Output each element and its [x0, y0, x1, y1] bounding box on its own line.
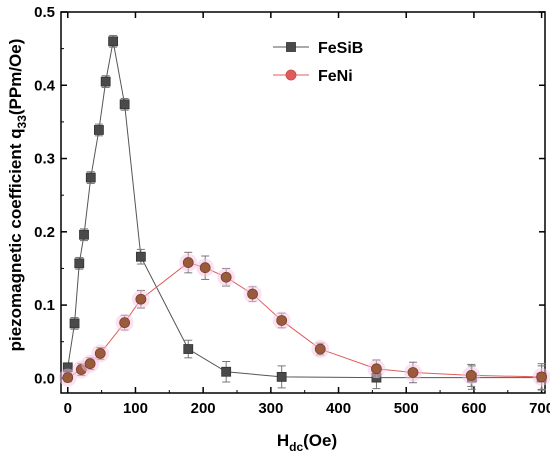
legend-marker	[286, 42, 296, 52]
y-tick-label: 0.5	[34, 4, 55, 21]
data-point	[84, 358, 96, 370]
data-point	[74, 258, 85, 269]
data-point	[182, 257, 194, 268]
data-point	[94, 348, 106, 359]
data-point	[62, 372, 74, 384]
x-tick-label: 700	[529, 400, 550, 417]
data-point	[371, 363, 382, 375]
x-axis-title: Hdc(Oe)	[277, 431, 337, 454]
legend-label: FeSiB	[318, 40, 363, 57]
data-point	[407, 367, 419, 378]
x-tick-label: 500	[394, 400, 419, 417]
data-point	[94, 125, 104, 135]
data-point	[314, 343, 326, 355]
data-point	[79, 229, 89, 240]
data-point	[119, 99, 130, 110]
data-point	[119, 317, 131, 329]
y-tick-label: 0.4	[34, 77, 56, 94]
data-point	[465, 370, 477, 381]
x-tick-label: 600	[461, 400, 486, 417]
data-point	[183, 344, 194, 354]
series-fesib	[62, 34, 547, 390]
series-feni	[58, 251, 550, 391]
series-line	[67, 262, 542, 379]
y-axis-title: piezomagnetic coefficient q33(PPm/Oe)	[6, 39, 29, 352]
data-point	[221, 366, 232, 377]
y-axis-ticks: 0.0 0.1 0.2 0.3 0.4 0.5	[34, 4, 545, 387]
x-tick-label: 300	[258, 400, 283, 417]
legend: FeSiB FeNi	[273, 40, 363, 85]
data-point	[276, 371, 287, 382]
data-point	[85, 172, 96, 183]
x-tick-label: 200	[191, 400, 216, 417]
x-tick-label: 400	[326, 400, 351, 417]
x-tick-label: 0	[64, 400, 72, 417]
data-point	[135, 293, 147, 305]
y-tick-label: 0.3	[34, 151, 55, 168]
y-tick-label: 0.1	[34, 297, 55, 314]
data-point	[220, 271, 232, 283]
y-tick-label: 0.2	[34, 224, 55, 241]
plot-border	[60, 11, 546, 394]
plot-frame	[60, 11, 546, 394]
data-point	[276, 315, 288, 326]
x-axis-ticks: 0 100 200 300 400 500 600 700	[64, 12, 550, 417]
data-point	[199, 262, 211, 274]
series-line	[67, 41, 542, 379]
data-point	[536, 371, 548, 383]
x-tick-label: 100	[123, 400, 148, 417]
data-point	[135, 251, 146, 262]
data-point	[108, 36, 119, 47]
data-point	[100, 76, 111, 87]
legend-marker	[285, 69, 297, 81]
legend-label: FeNi	[318, 68, 353, 85]
data-point	[69, 318, 80, 329]
data-point	[247, 288, 258, 300]
y-tick-label: 0.0	[34, 370, 55, 387]
series-layer	[58, 34, 550, 391]
